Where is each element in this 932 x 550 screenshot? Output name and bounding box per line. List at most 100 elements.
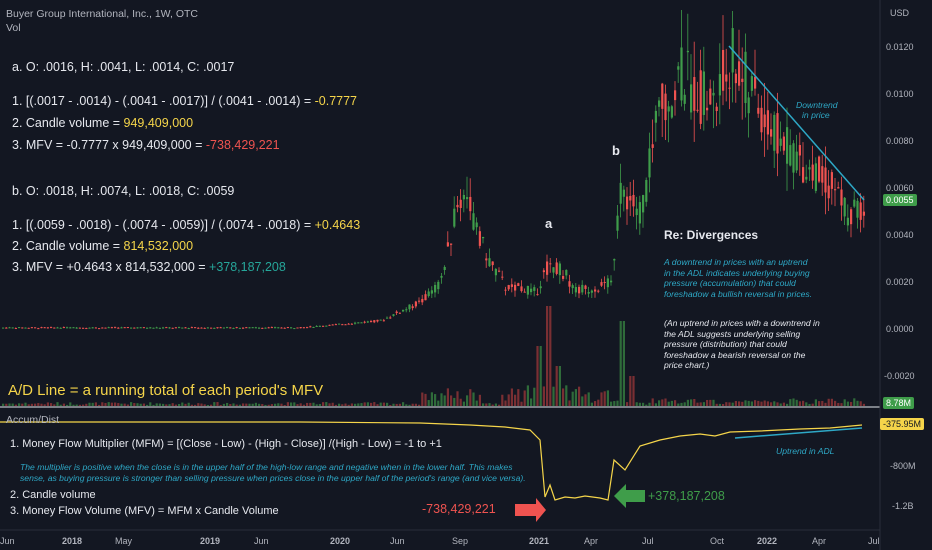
candle-body (53, 327, 56, 329)
volume-bar (130, 402, 133, 406)
neg-mfv-arrow (515, 498, 546, 522)
time-tick: 2019 (200, 536, 221, 546)
candle-body (114, 327, 117, 329)
candle-body (133, 327, 136, 329)
candle-body (181, 327, 184, 329)
candle-body (5, 327, 8, 329)
candle-body (494, 268, 497, 276)
example-b-step3: 3. MFV = +0.4643 x 814,532,000 = +378,18… (12, 260, 286, 274)
price-tick: 0.0020 (886, 277, 914, 287)
candle-body (30, 327, 33, 329)
candle-body (638, 202, 641, 224)
candle-body (683, 94, 686, 104)
candle-body (146, 327, 149, 329)
volume-bar (712, 399, 715, 406)
volume-bar (600, 392, 603, 406)
volume-bar (411, 403, 414, 406)
candle-body (350, 323, 353, 325)
volume-bar (597, 399, 600, 406)
candle-body (491, 261, 494, 266)
candle-body (462, 194, 465, 200)
candle-body (654, 110, 657, 123)
volume-bar (552, 386, 555, 406)
volume-bar (840, 403, 843, 406)
volume-bar (414, 403, 417, 406)
candle-body (414, 301, 417, 307)
time-tick: Apr (584, 536, 599, 546)
candle-body (27, 327, 30, 329)
volume-bar (328, 403, 331, 406)
volume-bar (459, 398, 462, 406)
candle-body (206, 327, 209, 329)
candle-body (504, 289, 507, 291)
volume-bar (654, 403, 657, 406)
ad-line (0, 421, 863, 501)
volume-bar (718, 403, 721, 406)
candle-body (626, 196, 629, 210)
downtrend-label-1: Downtrend (796, 100, 838, 110)
volume-bar (613, 401, 616, 406)
candle-volume-step: 2. Candle volume (10, 489, 96, 501)
candle-body (824, 167, 827, 193)
candle-body (283, 327, 286, 329)
candle-body (405, 309, 408, 311)
volume-bar (110, 402, 113, 406)
candle-body (526, 285, 529, 295)
volume-bar (264, 404, 267, 406)
candle-body (104, 327, 107, 329)
candle-body (606, 278, 609, 288)
volume-bar (27, 404, 30, 406)
candle-body (293, 328, 296, 330)
volume-bar (693, 398, 696, 406)
volume-bar (430, 392, 433, 406)
candle-body (722, 49, 725, 91)
candle-body (357, 322, 360, 324)
candle-body (226, 327, 229, 329)
candle-body (805, 176, 808, 180)
volume-bar (286, 402, 289, 406)
candle-body (75, 327, 78, 329)
volume-bar (584, 394, 587, 406)
volume-bar (354, 403, 357, 406)
candle-body (162, 327, 165, 329)
candle-body (664, 93, 667, 121)
candle-body (229, 327, 232, 329)
volume-bar (226, 402, 229, 406)
volume-bar (187, 402, 190, 406)
volume-bar (72, 404, 75, 406)
time-tick: May (115, 536, 133, 546)
candle-body (446, 242, 449, 247)
volume-bar (251, 403, 254, 406)
volume-bar (562, 388, 565, 406)
volume-bar (210, 404, 213, 406)
price-tick: 0.0000 (886, 324, 914, 334)
candle-body (779, 138, 782, 146)
candle-body (299, 327, 302, 329)
volume-bar (555, 366, 558, 406)
candle-body (69, 327, 72, 329)
candle-body (190, 327, 193, 329)
volume-bar (546, 306, 549, 406)
volume-bar (843, 399, 846, 406)
volume-bar (603, 391, 606, 406)
candle-body (373, 320, 376, 323)
candle-body (2, 327, 5, 329)
volume-bar (136, 403, 139, 406)
candle-body (382, 320, 385, 322)
volume-bar (405, 404, 408, 406)
downtrend-label-2: in price (802, 110, 830, 120)
volume-bar (744, 400, 747, 406)
candle-body (309, 326, 312, 328)
volume-bar (341, 404, 344, 406)
volume-bar (811, 403, 814, 406)
candle-body (194, 327, 197, 329)
time-tick: Jul (642, 536, 654, 546)
volume-bar (344, 403, 347, 406)
candle-body (613, 259, 616, 261)
candle-body (709, 88, 712, 105)
adl-tick: -1.2B (892, 501, 914, 511)
volume-bar (818, 401, 821, 406)
candle-body (834, 189, 837, 191)
candle-body (651, 144, 654, 148)
